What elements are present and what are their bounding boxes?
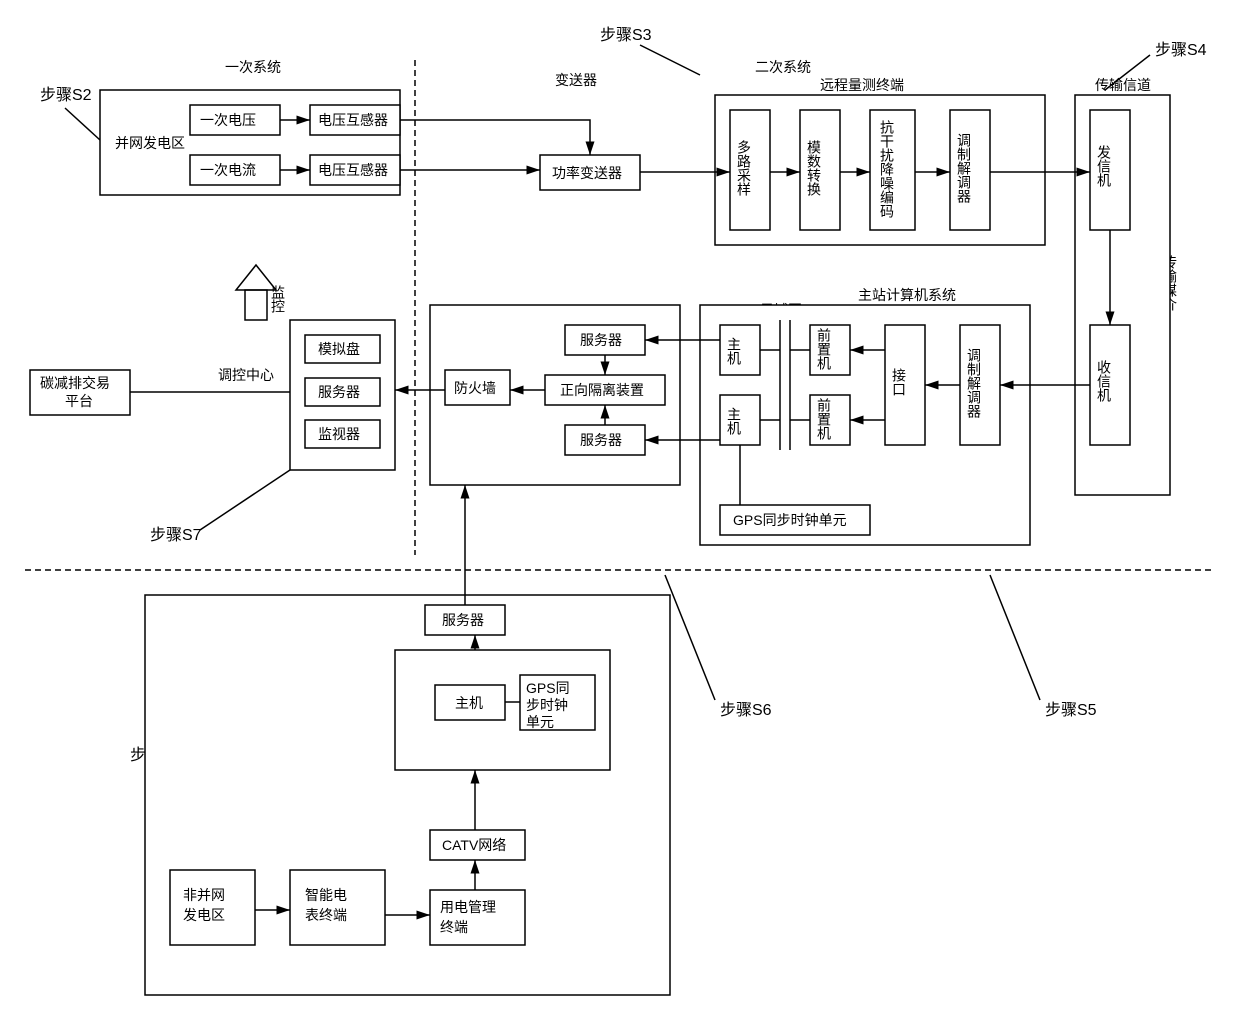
step-s2: 步骤S2 — [40, 86, 92, 104]
srv-c-label: 服务器 — [318, 384, 360, 400]
gps2-label-2: 步时钟 — [526, 697, 568, 713]
iface-label: 接口 — [891, 367, 907, 396]
modem1-label: 调制解调器 — [956, 133, 972, 203]
leader-s7 — [200, 470, 290, 530]
offgrid-label-1: 非并网 — [183, 887, 225, 903]
step-s4: 步骤S4 — [1155, 41, 1207, 59]
uemt-label-2: 终端 — [440, 919, 468, 935]
section-control-center: 调控中心 — [218, 367, 274, 383]
smart-label-2: 表终端 — [305, 907, 347, 923]
leader-s6 — [665, 575, 715, 700]
srv-a-label: 服务器 — [580, 332, 622, 348]
section-primary: 一次系统 — [225, 59, 281, 75]
step-s7: 步骤S7 — [150, 526, 202, 544]
pt1-label: 电压互感器 — [318, 112, 388, 128]
i1-label: 一次电流 — [200, 162, 256, 178]
gps2-label-3: 单元 — [526, 714, 554, 730]
adc-label: 模数转换 — [806, 140, 822, 197]
leader-s3 — [640, 45, 700, 75]
v1-label: 一次电压 — [200, 112, 256, 128]
smart-label-1: 智能电 — [305, 887, 347, 903]
srv-d-label: 服务器 — [442, 612, 484, 628]
host2-label: 主机 — [726, 407, 742, 436]
host1-label: 主机 — [726, 337, 742, 366]
section-master: 主站计算机系统 — [858, 287, 956, 303]
sim-label: 模拟盘 — [318, 341, 360, 357]
tx-label: 发信机 — [1096, 145, 1112, 188]
anti-label: 抗干扰降噪编码 — [879, 120, 895, 218]
grid-area-label: 并网发电区 — [115, 135, 185, 151]
section-remote-terminal: 远程量测终端 — [820, 77, 904, 93]
section-channel: 传输信道 — [1095, 77, 1151, 93]
gps2-label-1: GPS同 — [526, 680, 570, 696]
offgrid-label-2: 发电区 — [183, 907, 225, 923]
leader-s2 — [65, 108, 100, 140]
mon-label: 监视器 — [318, 426, 360, 442]
carbon-label-1: 碳减排交易 — [40, 375, 110, 391]
step-s5: 步骤S5 — [1045, 701, 1097, 719]
fe2-label: 前置机 — [816, 397, 832, 441]
monitor-arrow-label: 监控 — [270, 285, 286, 313]
catv-label: CATV网络 — [442, 837, 506, 853]
iso-label: 正向隔离装置 — [560, 382, 644, 398]
diagram-canvas: 步骤S2 步骤S3 步骤S4 步骤S5 步骤S6 步骤S7 步骤S1 一次系统 … — [0, 0, 1240, 1029]
section-secondary: 二次系统 — [755, 59, 811, 75]
modem2-label: 调制解调器 — [966, 348, 982, 418]
mux-label: 多路采样 — [736, 139, 752, 196]
step-s3: 步骤S3 — [600, 26, 652, 44]
host3-label: 主机 — [455, 695, 483, 711]
arrow-pt1-ptx — [400, 120, 590, 155]
rx-label: 收信机 — [1096, 360, 1112, 403]
uemt-label-1: 用电管理 — [440, 899, 496, 915]
fw-label: 防火墙 — [454, 380, 496, 396]
step-s6: 步骤S6 — [720, 701, 772, 719]
srv-b-label: 服务器 — [580, 432, 622, 448]
fe1-label: 前置机 — [816, 327, 832, 371]
leader-s5 — [990, 575, 1040, 700]
gps1-label: GPS同步时钟单元 — [733, 512, 847, 528]
power-tx-label: 功率变送器 — [552, 165, 622, 181]
section-transmitter: 变送器 — [555, 72, 597, 88]
pt2-label: 电压互感器 — [318, 162, 388, 178]
carbon-label-2: 平台 — [65, 393, 93, 409]
